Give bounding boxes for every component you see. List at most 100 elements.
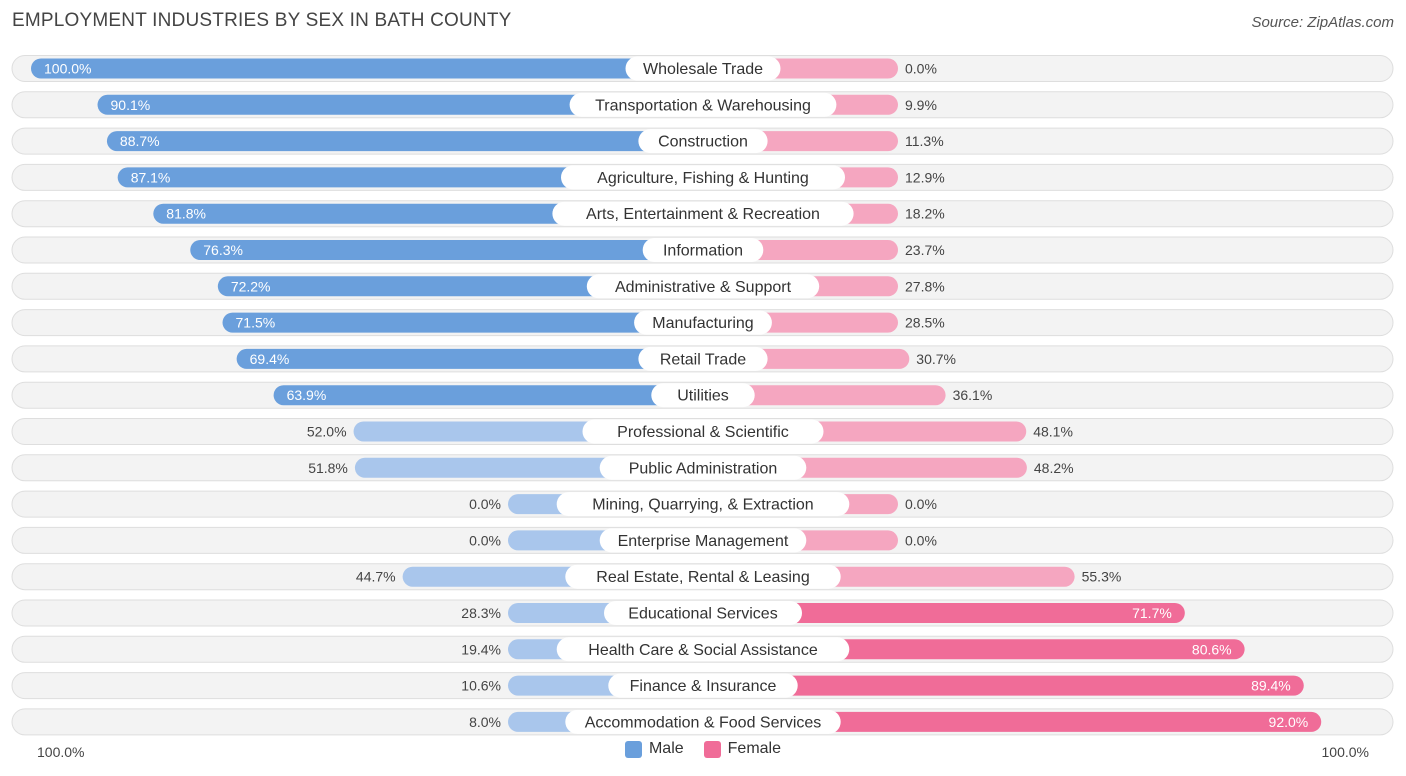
chart-row: 71.5% 28.5% Manufacturing bbox=[11, 309, 1394, 337]
bar-male[interactable] bbox=[273, 385, 703, 406]
category-label: Construction bbox=[658, 134, 748, 151]
value-label-male: 87.1% bbox=[131, 169, 171, 185]
value-label-female: 48.1% bbox=[1033, 424, 1073, 440]
legend-item-male[interactable]: Male bbox=[624, 740, 684, 758]
value-label-male: 10.6% bbox=[461, 678, 501, 694]
category-label: Finance & Insurance bbox=[630, 678, 777, 695]
diverging-bar-chart: 100.0% 0.0% Wholesale Trade 90.1% 9.9% Transp… bbox=[11, 55, 1394, 736]
bar-male[interactable] bbox=[117, 167, 704, 188]
category-label-background bbox=[586, 274, 820, 299]
value-label-male: 63.9% bbox=[287, 387, 327, 403]
value-label-male: 51.8% bbox=[308, 460, 348, 476]
category-label-background bbox=[604, 601, 802, 625]
value-label-female: 18.2% bbox=[905, 206, 945, 222]
value-label-female: 12.9% bbox=[905, 169, 945, 185]
bar-male[interactable] bbox=[31, 58, 703, 79]
legend: Male Female bbox=[0, 740, 1406, 758]
category-label-background bbox=[565, 709, 841, 734]
category-label-background bbox=[552, 201, 854, 226]
category-label: Enterprise Management bbox=[618, 533, 789, 550]
legend-swatch-male bbox=[624, 740, 642, 758]
category-label: Arts, Entertainment & Recreation bbox=[586, 206, 820, 223]
value-label-male: 76.3% bbox=[203, 242, 243, 258]
chart-title: EMPLOYMENT INDUSTRIES BY SEX IN BATH COU… bbox=[12, 10, 512, 31]
chart-row: 100.0% 0.0% Wholesale Trade bbox=[11, 55, 1394, 82]
chart-row: 63.9% 36.1% Utilities bbox=[11, 381, 1394, 409]
category-label: Retail Trade bbox=[660, 351, 746, 368]
chart-row: 0.0% 0.0% Mining, Quarrying, & Extraction bbox=[11, 490, 1394, 518]
value-label-male: 52.0% bbox=[307, 424, 347, 440]
category-label-background bbox=[642, 238, 764, 262]
legend-label-male: Male bbox=[648, 740, 684, 757]
category-label-background bbox=[634, 310, 772, 335]
source-label: Source: ZipAtlas.com bbox=[1251, 14, 1394, 31]
chart-row: 28.3% 71.7% Educational Services bbox=[11, 599, 1394, 627]
bar-male[interactable] bbox=[222, 312, 703, 333]
category-label-background bbox=[556, 492, 850, 517]
bar-female[interactable] bbox=[703, 603, 1185, 623]
bar-male[interactable] bbox=[190, 240, 703, 260]
bar-female[interactable] bbox=[703, 385, 946, 406]
value-label-male: 100.0% bbox=[44, 61, 91, 77]
value-label-female: 89.4% bbox=[1251, 678, 1291, 694]
category-label-background bbox=[651, 383, 755, 408]
value-label-female: 11.3% bbox=[905, 133, 944, 149]
category-label-background bbox=[599, 528, 807, 553]
category-label: Public Administration bbox=[629, 460, 778, 477]
bar-male[interactable] bbox=[106, 131, 704, 152]
chart-row: 69.4% 30.7% Retail Trade bbox=[11, 345, 1394, 373]
value-label-male: 69.4% bbox=[250, 351, 290, 367]
chart-row: 51.8% 48.2% Public Administration bbox=[11, 454, 1394, 482]
category-label-background bbox=[556, 637, 850, 662]
value-label-female: 0.0% bbox=[905, 496, 937, 512]
value-label-male: 0.0% bbox=[469, 496, 501, 512]
value-label-female: 55.3% bbox=[1082, 569, 1122, 585]
chart-row: 0.0% 0.0% Enterprise Management bbox=[11, 526, 1394, 554]
chart-row: 8.0% 92.0% Accommodation & Food Services bbox=[11, 708, 1394, 736]
category-label: Educational Services bbox=[628, 606, 777, 623]
category-label-background bbox=[625, 56, 781, 81]
category-label: Utilities bbox=[677, 388, 729, 405]
chart-row: 90.1% 9.9% Transportation & Warehousing bbox=[11, 91, 1394, 119]
value-label-female: 80.6% bbox=[1192, 641, 1232, 657]
category-label: Real Estate, Rental & Leasing bbox=[596, 569, 809, 586]
legend-item-female[interactable]: Female bbox=[703, 740, 781, 758]
category-label-background bbox=[561, 165, 845, 190]
value-label-female: 71.7% bbox=[1132, 605, 1172, 621]
category-label: Wholesale Trade bbox=[643, 61, 763, 78]
bar-male[interactable] bbox=[236, 348, 703, 369]
category-label: Mining, Quarrying, & Extraction bbox=[592, 497, 813, 514]
axis-label-left: 100.0% bbox=[37, 744, 85, 760]
category-label-background bbox=[638, 129, 768, 154]
value-label-female: 28.5% bbox=[905, 315, 945, 331]
category-label-background bbox=[565, 564, 841, 589]
value-label-male: 90.1% bbox=[111, 97, 151, 113]
chart-row: 76.3% 23.7% Information bbox=[11, 236, 1394, 264]
category-label-background bbox=[638, 346, 768, 371]
category-label: Health Care & Social Assistance bbox=[588, 642, 818, 659]
value-label-male: 28.3% bbox=[461, 605, 501, 621]
value-label-female: 30.7% bbox=[916, 351, 956, 367]
chart-row: 81.8% 18.2% Arts, Entertainment & Recreati… bbox=[11, 200, 1394, 228]
value-label-female: 92.0% bbox=[1269, 714, 1309, 730]
category-label-background bbox=[599, 455, 807, 480]
value-label-female: 36.1% bbox=[953, 387, 993, 403]
value-label-male: 0.0% bbox=[469, 532, 501, 548]
bar-female[interactable] bbox=[703, 711, 1322, 732]
bar-female[interactable] bbox=[703, 675, 1304, 696]
category-label: Information bbox=[663, 243, 743, 260]
category-label-background bbox=[569, 92, 837, 117]
value-label-male: 44.7% bbox=[356, 569, 396, 585]
category-label-background bbox=[582, 419, 824, 444]
value-label-female: 0.0% bbox=[905, 61, 937, 77]
value-label-male: 81.8% bbox=[166, 206, 206, 222]
bar-male[interactable] bbox=[97, 94, 703, 115]
chart-row: 44.7% 55.3% Real Estate, Rental & Leasing bbox=[11, 563, 1394, 591]
category-label: Administrative & Support bbox=[615, 279, 792, 296]
category-label: Professional & Scientific bbox=[617, 424, 789, 441]
category-label: Transportation & Warehousing bbox=[595, 97, 811, 114]
legend-swatch-female bbox=[703, 740, 721, 758]
bar-male[interactable] bbox=[217, 276, 704, 297]
chart-row: 88.7% 11.3% Construction bbox=[11, 127, 1394, 155]
category-label: Accommodation & Food Services bbox=[585, 714, 822, 731]
